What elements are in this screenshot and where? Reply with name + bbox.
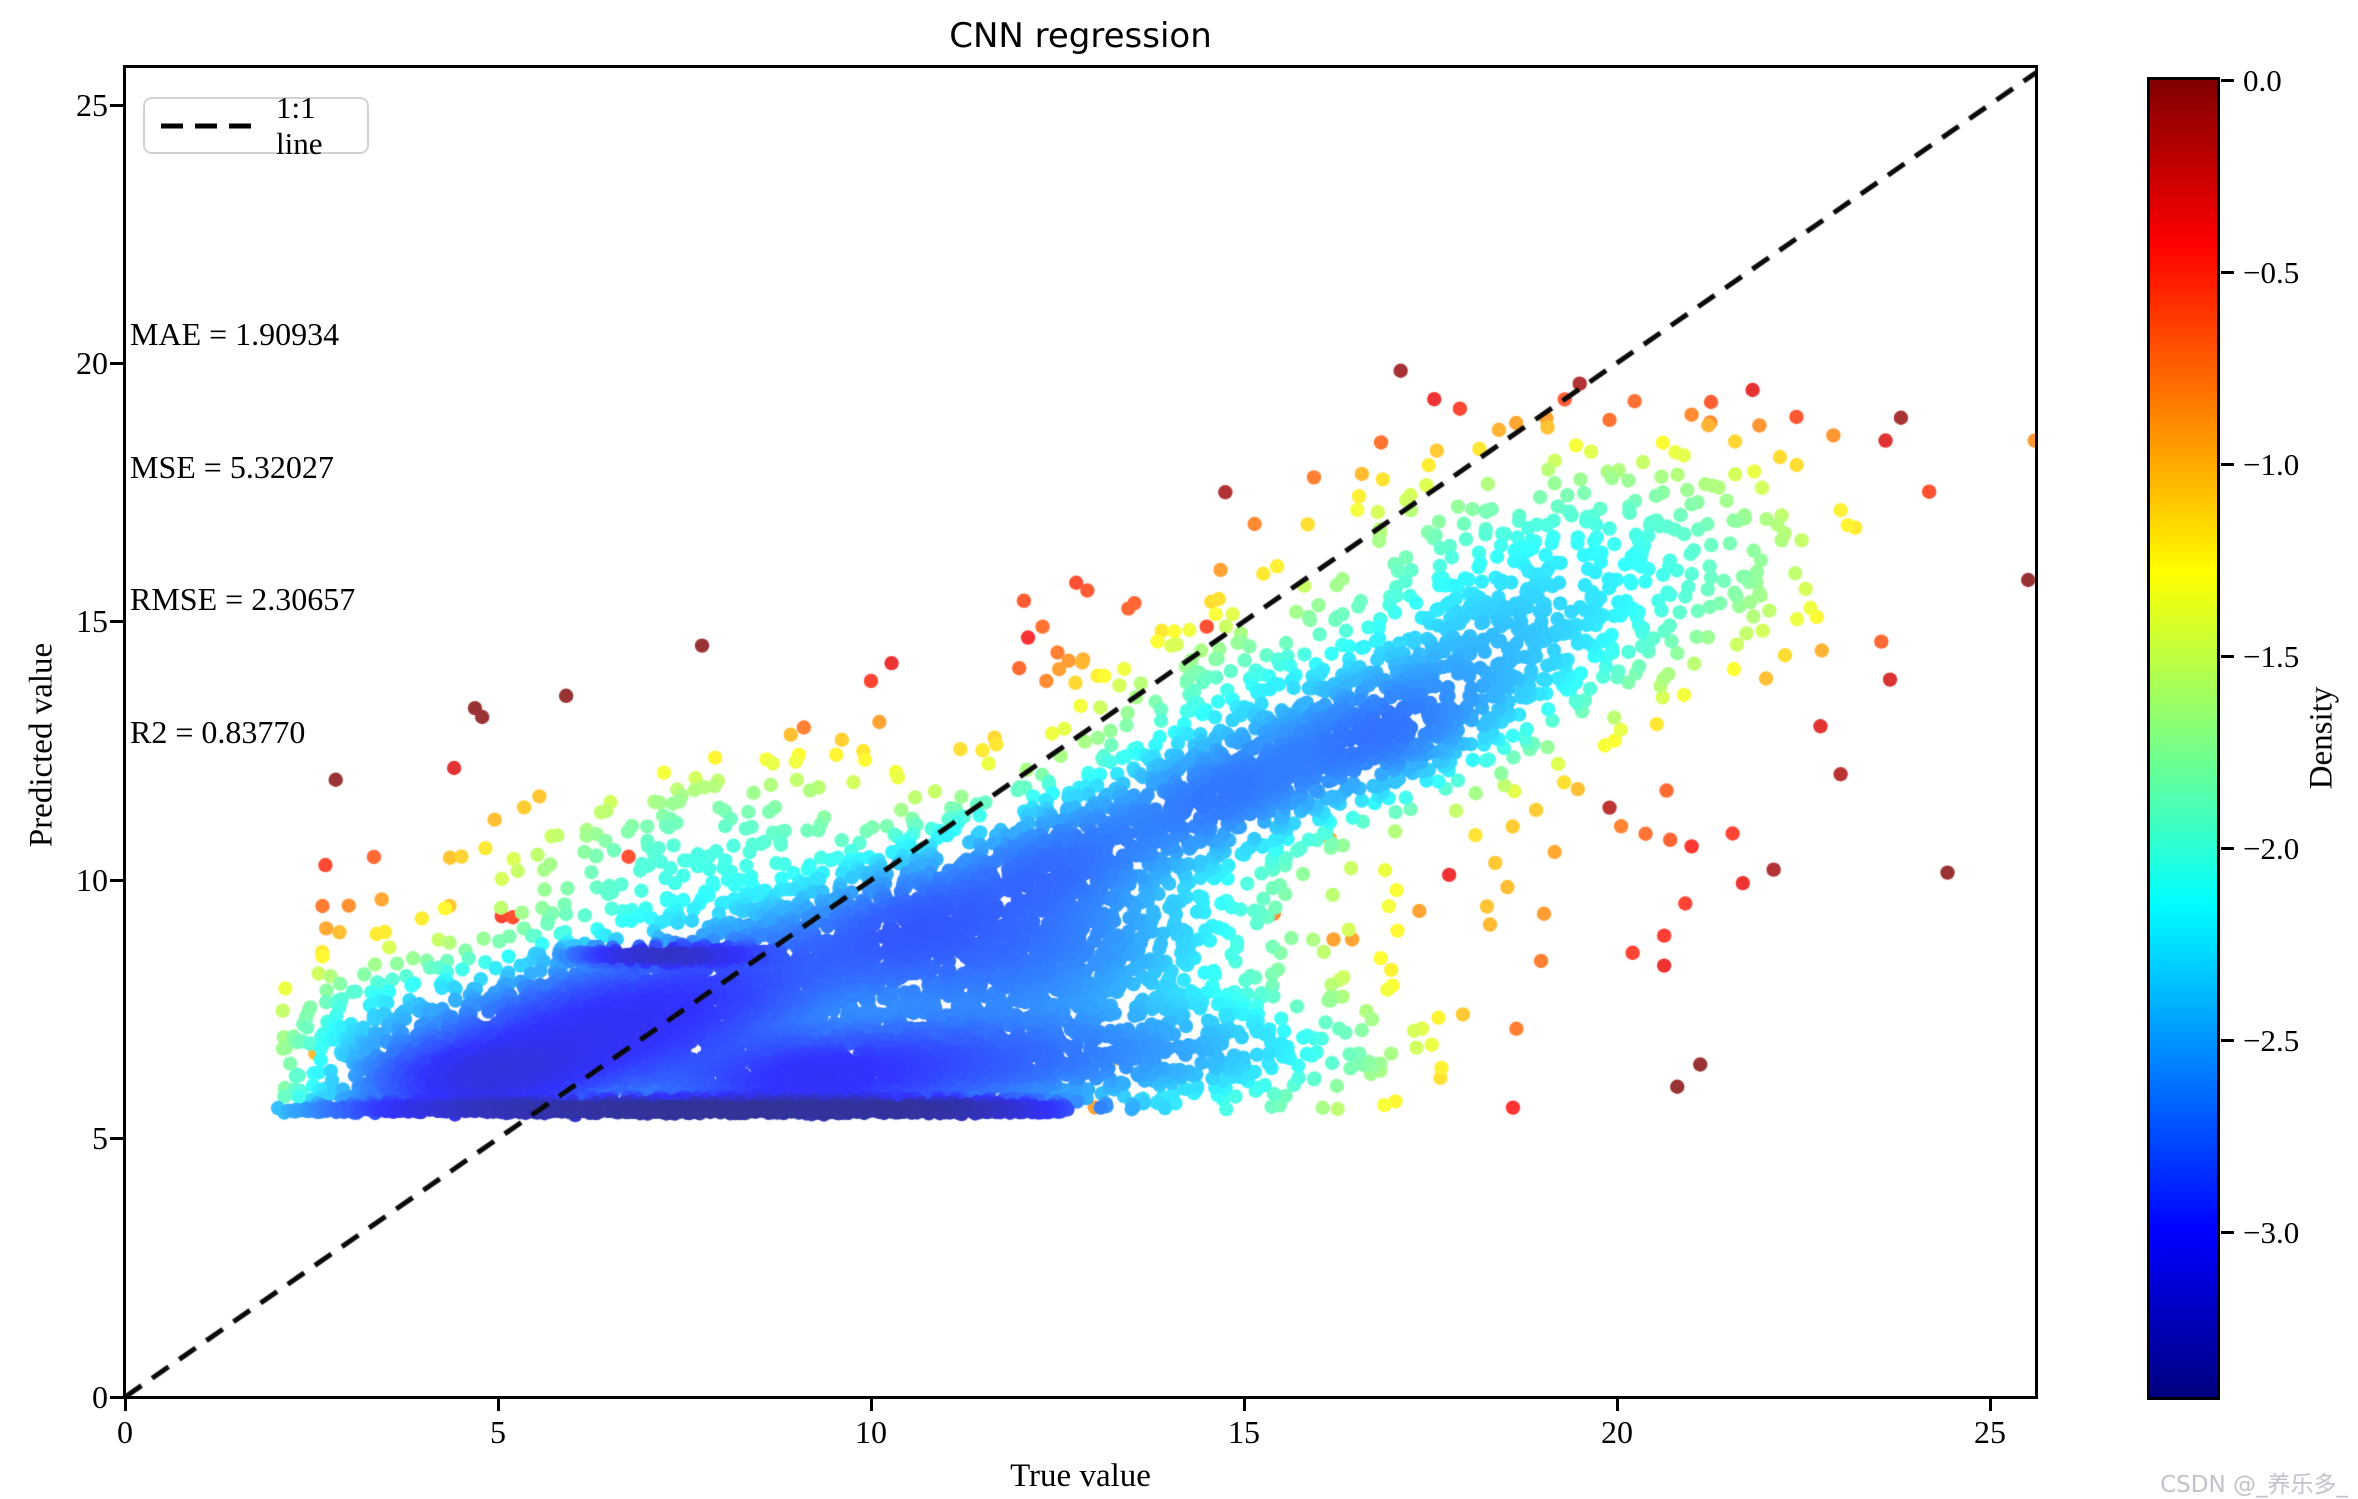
y-tick-mark	[110, 1137, 123, 1140]
colorbar-tick-label: −2.0	[2243, 831, 2300, 866]
colorbar-tick-label: −2.5	[2243, 1023, 2300, 1058]
x-tick-mark	[497, 1398, 500, 1411]
y-axis-label: Predicted value	[23, 642, 60, 848]
colorbar-tick-label: −0.5	[2243, 255, 2300, 290]
y-tick-label: 5	[92, 1120, 108, 1156]
x-tick-label: 20	[1601, 1414, 1633, 1450]
y-tick-label: 0	[92, 1379, 108, 1415]
x-tick-mark	[1989, 1398, 1992, 1411]
dashed-line-icon	[161, 123, 255, 128]
colorbar-tick-mark	[2221, 655, 2234, 658]
y-tick-mark	[110, 362, 123, 365]
colorbar-tick-mark	[2221, 1039, 2234, 1042]
x-tick-label: 15	[1228, 1414, 1260, 1450]
y-tick-label: 20	[76, 345, 108, 381]
x-axis-label: True value	[1010, 1458, 1151, 1494]
x-tick-label: 5	[490, 1414, 506, 1450]
watermark: CSDN @_养乐多_	[2160, 1472, 2348, 1498]
x-tick-mark	[870, 1398, 873, 1411]
y-tick-label: 15	[76, 603, 108, 639]
x-tick-mark	[1616, 1398, 1619, 1411]
stat-rmse: RMSE = 2.30657	[130, 581, 356, 617]
x-tick-label: 25	[1974, 1414, 2006, 1450]
colorbar-title: Density	[2303, 686, 2340, 790]
y-tick-mark	[110, 879, 123, 882]
colorbar-tick-mark	[2221, 271, 2234, 274]
legend: 1:1 line	[143, 90, 369, 161]
colorbar-tick-label: −1.5	[2243, 639, 2300, 674]
colorbar-tick-label: −3.0	[2243, 1215, 2300, 1250]
stat-r2: R2 = 0.83770	[130, 714, 306, 750]
stat-mse: MSE = 5.32027	[130, 449, 334, 485]
colorbar-tick-mark	[2221, 463, 2234, 466]
colorbar-tick-label: 0.0	[2243, 63, 2282, 98]
x-tick-label: 0	[117, 1414, 133, 1450]
colorbar-tick-label: −1.0	[2243, 447, 2300, 482]
y-tick-label: 25	[76, 87, 108, 123]
page-title: CNN regression	[949, 16, 1212, 56]
y-tick-label: 10	[76, 862, 108, 898]
legend-label: 1:1 line	[276, 89, 323, 161]
y-tick-mark	[110, 104, 123, 107]
y-tick-mark	[110, 1396, 123, 1399]
colorbar	[2147, 77, 2220, 1400]
colorbar-gradient	[2150, 80, 2217, 1397]
colorbar-tick-mark	[2221, 1231, 2234, 1234]
x-tick-label: 10	[855, 1414, 887, 1450]
colorbar-tick-mark	[2221, 847, 2234, 850]
y-tick-mark	[110, 620, 123, 623]
colorbar-tick-mark	[2221, 79, 2234, 82]
x-tick-mark	[1243, 1398, 1246, 1411]
stat-mae: MAE = 1.90934	[130, 316, 340, 352]
x-tick-mark	[124, 1398, 127, 1411]
